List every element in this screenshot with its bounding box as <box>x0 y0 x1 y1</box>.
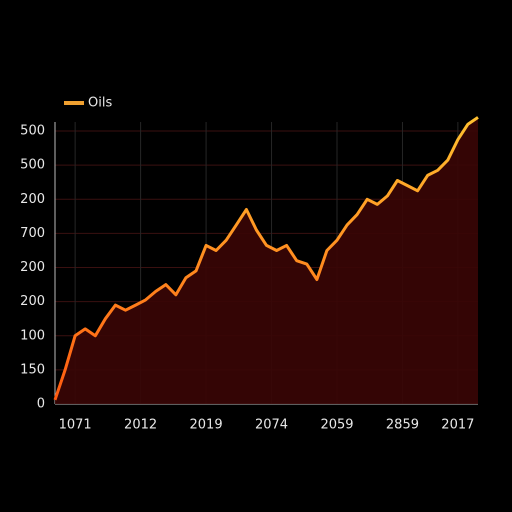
x-tick-label: 1071 <box>59 418 92 433</box>
x-tick-label: 2074 <box>255 418 288 433</box>
x-tick-label: 2019 <box>190 418 223 433</box>
x-tick-label: 2859 <box>386 418 419 433</box>
y-tick-label: 200 <box>20 260 45 275</box>
y-tick-label: 700 <box>20 226 45 241</box>
legend-label: Oils <box>88 96 112 111</box>
y-tick-label: 500 <box>20 158 45 173</box>
x-tick-label: 2017 <box>441 418 474 433</box>
y-tick-label: 0 <box>37 397 45 412</box>
y-tick-label: 200 <box>20 192 45 207</box>
x-tick-label: 2012 <box>124 418 157 433</box>
y-tick-label: 150 <box>20 362 45 377</box>
y-tick-label: 100 <box>20 328 45 343</box>
y-tick-label: 500 <box>20 124 45 139</box>
area <box>55 117 478 405</box>
y-tick-label: 200 <box>20 294 45 309</box>
x-tick-label: 2059 <box>320 418 353 433</box>
line <box>53 116 479 401</box>
